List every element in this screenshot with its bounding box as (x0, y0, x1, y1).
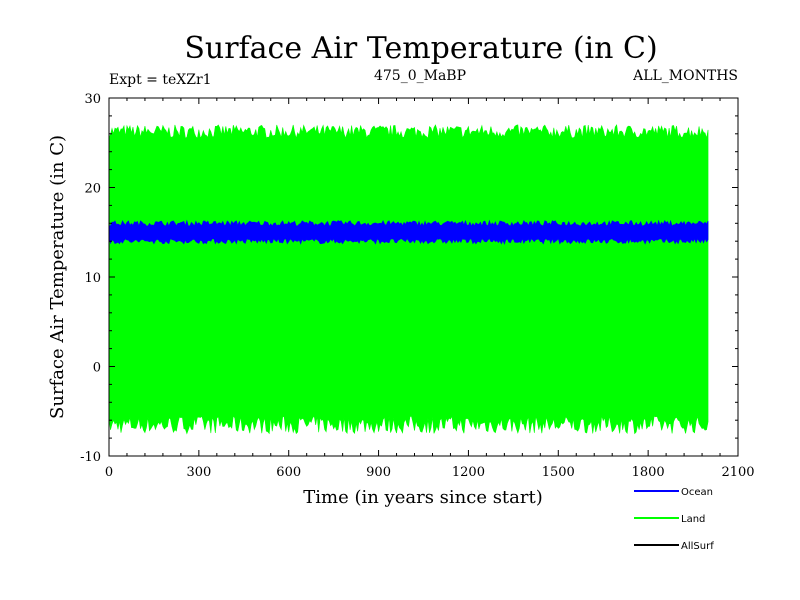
y-tick-label: 30 (84, 92, 101, 107)
period-label: 475_0_MaBP (374, 68, 466, 84)
plot-data-layer (108, 124, 709, 435)
x-tick-label: 0 (105, 465, 113, 480)
x-tick-label: 600 (276, 465, 301, 480)
y-axis: -10 0 10 20 30 (80, 92, 738, 465)
series-band-ocean (108, 219, 709, 245)
x-axis-label: Time (in years since start) (303, 487, 543, 508)
y-tick-label: 10 (84, 271, 101, 286)
y-tick-label: 0 (93, 361, 101, 376)
legend-label-land: Land (681, 514, 705, 525)
x-tick-label: 2100 (721, 465, 754, 480)
y-tick-label: 20 (84, 182, 101, 197)
legend-label-allsurf: AllSurf (681, 541, 714, 552)
x-tick-label: 1200 (452, 465, 485, 480)
x-tick-label: 300 (186, 465, 211, 480)
x-axis: 0 300 600 900 1200 1500 1800 2100 (105, 98, 755, 480)
series-band-land (108, 124, 709, 435)
y-axis-label: Surface Air Temperature (in C) (47, 135, 68, 419)
x-tick-label: 1800 (632, 465, 665, 480)
x-tick-label: 1500 (542, 465, 575, 480)
months-label: ALL_MONTHS (632, 68, 738, 84)
chart-title: Surface Air Temperature (in C) (184, 31, 657, 66)
legend: Ocean Land AllSurf (634, 487, 714, 552)
experiment-label: Expt = teXZr1 (109, 72, 212, 88)
y-tick-label: -10 (80, 450, 101, 465)
x-tick-label: 900 (366, 465, 391, 480)
legend-label-ocean: Ocean (681, 487, 713, 498)
